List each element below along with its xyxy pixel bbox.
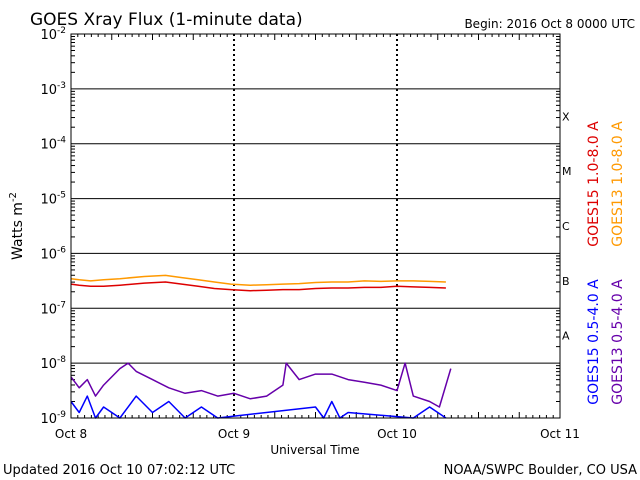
series-line [70,395,447,419]
flare-class-label: C [562,220,570,233]
y-tick-label: 10-8 [40,355,66,372]
y-tick-exponent: -2 [57,26,66,36]
y-tick-label: 10-3 [40,81,66,98]
x-tick-label: Oct 10 [377,427,417,441]
flare-class-label: X [562,110,570,123]
y-axis-label-base: Watts m [10,202,26,260]
x-axis-label: Universal Time [270,443,359,457]
legend-entry: GOES13 0.5-4.0 A [610,279,626,405]
y-tick-label: 10-7 [40,300,66,317]
y-tick-exponent: -9 [57,410,66,420]
y-tick-exponent: -6 [57,245,66,255]
chart-title: GOES Xray Flux (1-minute data) [30,10,303,30]
y-tick-mantissa: 10 [40,193,57,208]
y-tick-exponent: -7 [57,300,66,310]
x-tick-label: Oct 9 [218,427,250,441]
y-tick-mantissa: 10 [40,138,57,153]
plot-frame [70,33,561,419]
y-tick-exponent: -8 [57,355,66,365]
flare-class-label: A [562,330,570,343]
y-tick-exponent: -4 [57,136,66,146]
series-line [70,362,452,408]
y-axis-label-exponent: -2 [8,192,19,202]
y-tick-mantissa: 10 [40,357,57,372]
y-tick-mantissa: 10 [40,302,57,317]
y-tick-mantissa: 10 [40,412,57,427]
y-tick-mantissa: 10 [40,28,57,43]
flare-class-label: M [562,165,572,178]
y-tick-exponent: -5 [57,191,66,201]
y-tick-label: 10-4 [40,136,66,153]
series-line [70,281,446,292]
series-line [70,274,446,286]
x-tick-label: Oct 11 [540,427,580,441]
y-tick-label: 10-2 [40,26,66,43]
y-tick-label: 10-5 [40,191,66,208]
legend-entry: GOES15 1.0-8.0 A [586,121,602,247]
legend-entry: GOES13 1.0-8.0 A [610,121,626,247]
y-tick-label: 10-9 [40,410,66,427]
flare-class-label: B [562,275,570,288]
updated-timestamp: Updated 2016 Oct 10 07:02:12 UTC [3,463,235,478]
y-tick-mantissa: 10 [40,83,57,98]
legend-entry: GOES15 0.5-4.0 A [586,279,602,405]
y-tick-label: 10-6 [40,245,66,262]
begin-label: Begin: 2016 Oct 8 0000 UTC [464,17,635,31]
y-tick-mantissa: 10 [40,247,57,262]
y-axis-label: Watts m-2 [8,192,26,260]
x-tick-label: Oct 8 [55,427,87,441]
source-credit: NOAA/SWPC Boulder, CO USA [444,463,637,478]
y-tick-exponent: -3 [57,81,66,91]
